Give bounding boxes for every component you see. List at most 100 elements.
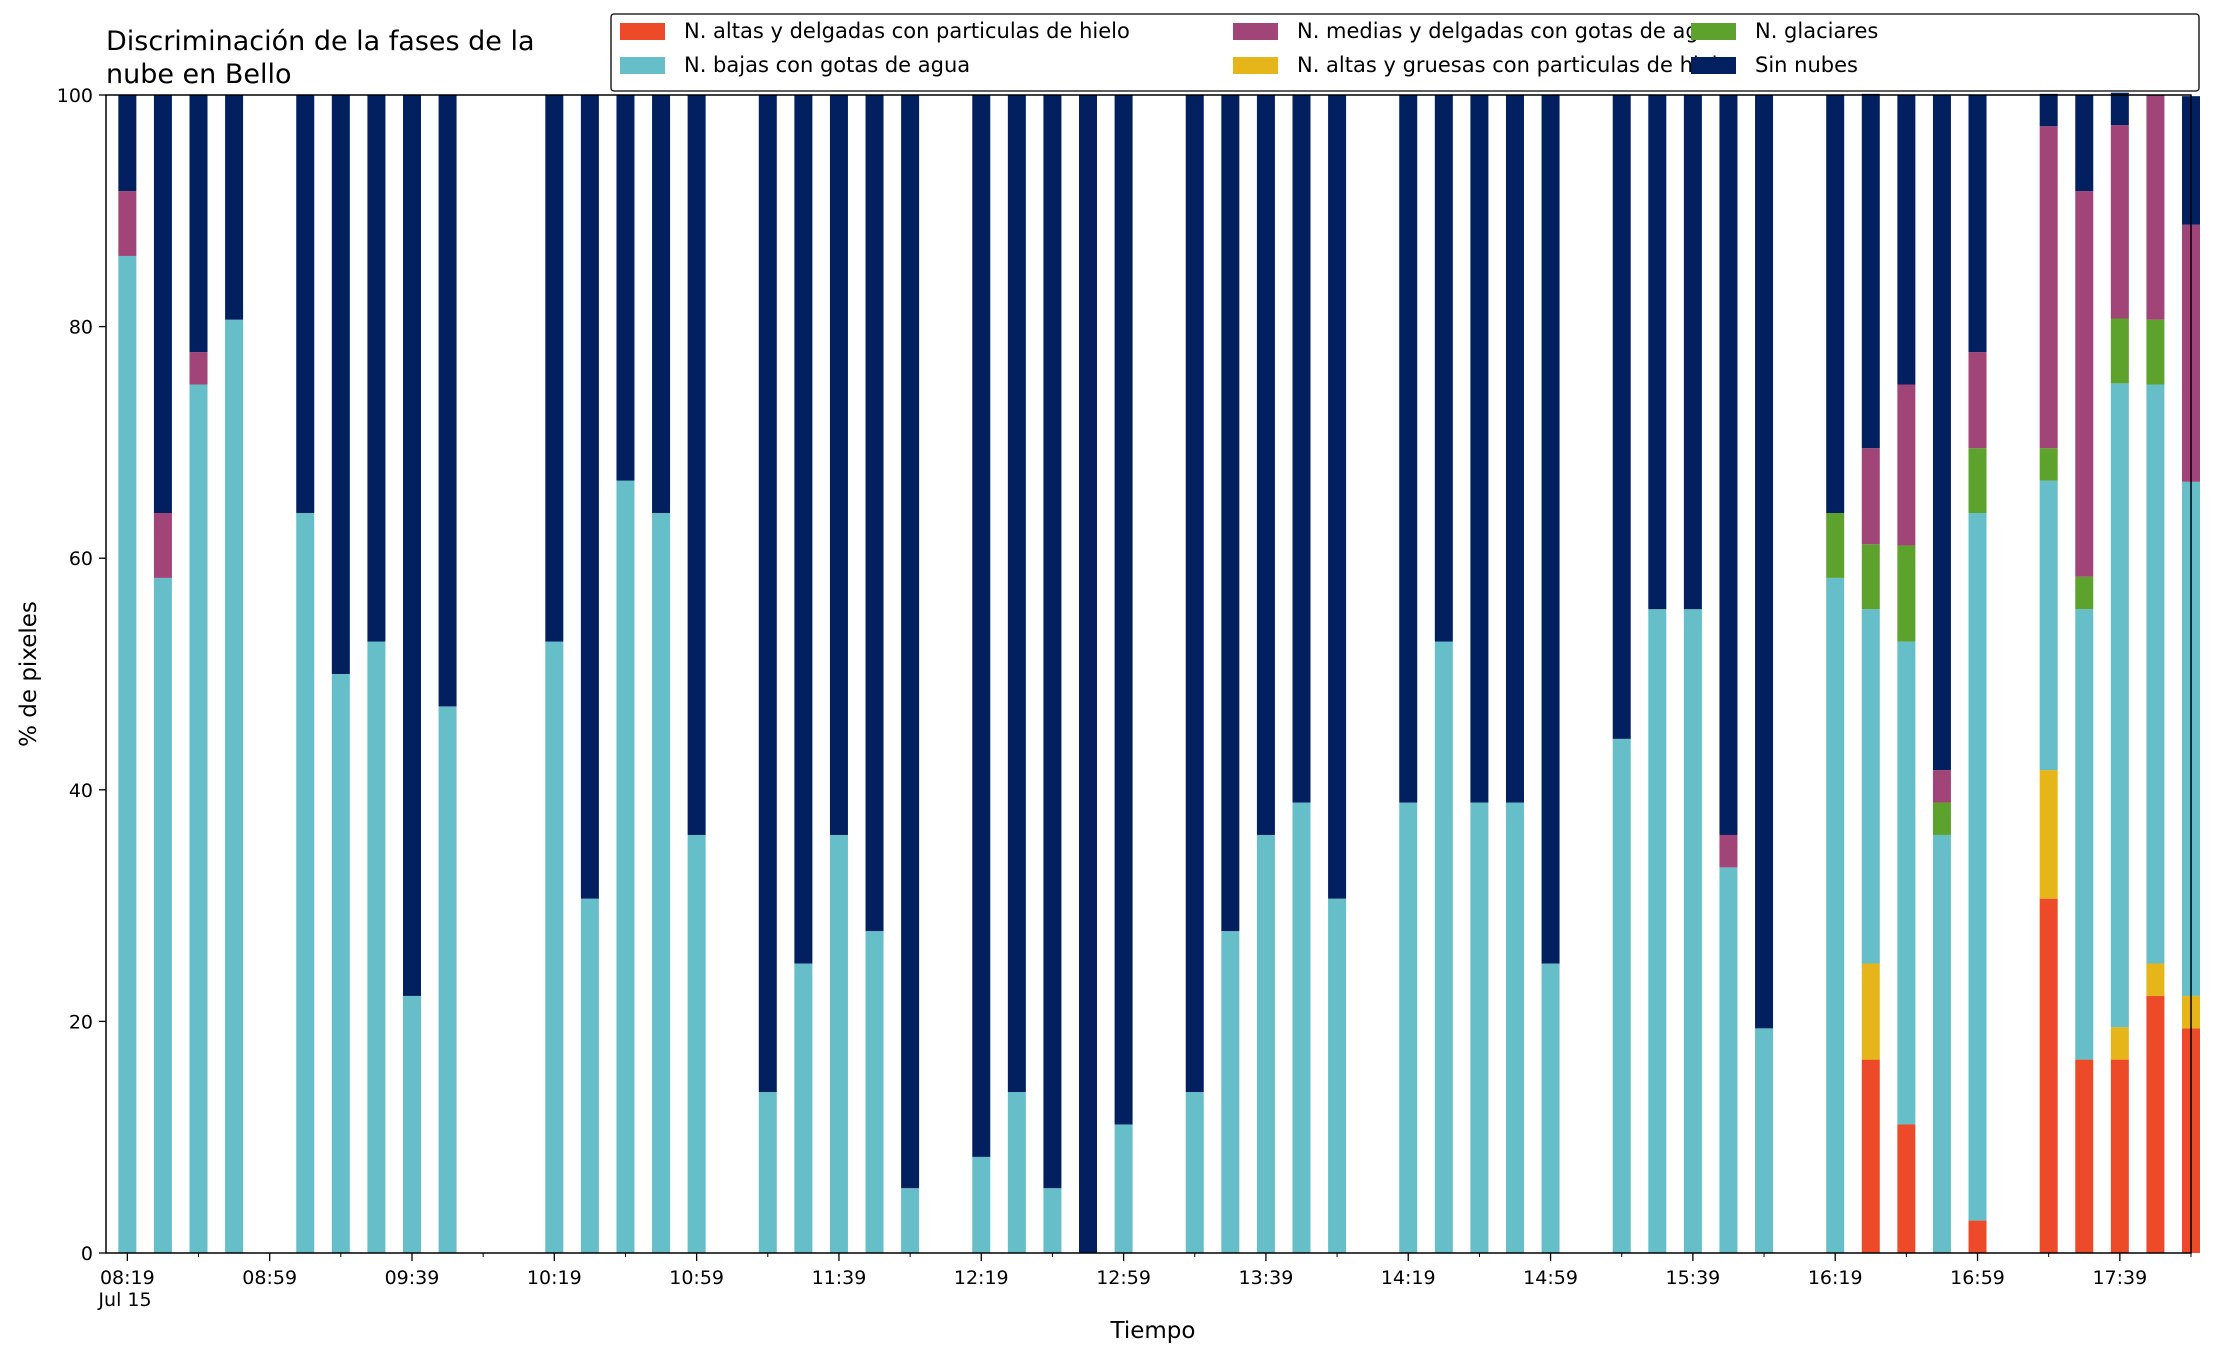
- bar-segment-1239-s2: [1043, 1188, 1062, 1253]
- legend-swatch-3: [1691, 23, 1736, 40]
- bar-segment-1219-s5: [972, 95, 991, 1157]
- x-date-label: Jul 15: [97, 1289, 151, 1311]
- bar-segment-1229-s5: [1007, 95, 1026, 1093]
- y-tick-label: 60: [69, 548, 93, 570]
- bar-segment-1419-s2: [1399, 802, 1418, 1253]
- bar-segment-0839-s5: [189, 95, 208, 353]
- bar-segment-1629-s2: [1861, 609, 1880, 964]
- bar-segment-1719-s0: [2039, 898, 2058, 1253]
- bar-segment-1749-s3: [2146, 319, 2165, 385]
- bar-segment-1629-s5: [1861, 93, 1880, 449]
- bar-segment-0819-s4: [118, 191, 137, 256]
- bar-segment-1619-s5: [1826, 95, 1845, 514]
- bar-segment-1549-s2: [1719, 867, 1738, 1253]
- bar-segment-1729-s4: [2075, 191, 2094, 577]
- bar-segment-1639-s4: [1897, 384, 1916, 546]
- x-tick-label: 14:59: [1523, 1267, 1578, 1289]
- legend-frame: [610, 13, 2200, 92]
- bar-segment-1619-s2: [1826, 577, 1845, 1253]
- bar-segment-0909-s2: [296, 513, 315, 1253]
- x-tick-label: 17:39: [2092, 1267, 2147, 1289]
- bar-segment-1529-s5: [1648, 95, 1667, 610]
- y-tick-label: 100: [57, 85, 93, 107]
- bar-segment-1339-s5: [1256, 95, 1275, 835]
- y-tick-label: 20: [69, 1011, 93, 1033]
- bar-segment-1629-s1: [1861, 963, 1880, 1060]
- bar-segment-0949-s5: [438, 95, 457, 707]
- bar-segment-1129-s5: [794, 95, 813, 964]
- bar-segment-1539-s5: [1683, 95, 1702, 610]
- bar-segment-1739-s1: [2110, 1027, 2129, 1060]
- bar-segment-1039-s5: [616, 95, 635, 481]
- x-tick-label: 12:19: [954, 1267, 1009, 1289]
- bar-segment-0829-s2: [153, 577, 172, 1253]
- bar-segment-1659-s2: [1968, 513, 1987, 1221]
- bar-segment-1039-s2: [616, 480, 635, 1253]
- bar-segment-1359-s2: [1328, 898, 1347, 1253]
- x-tick-label: 11:39: [812, 1267, 867, 1289]
- bar-segment-1349-s2: [1292, 802, 1311, 1253]
- bar-segment-1729-s5: [2075, 95, 2094, 192]
- bar-segment-1649-s4: [1932, 770, 1951, 803]
- bar-segment-1139-s5: [829, 95, 848, 835]
- bar-segment-0929-s5: [367, 95, 386, 642]
- y-tick-label: 80: [69, 317, 93, 339]
- legend-label-3: N. glaciares: [1755, 19, 1878, 43]
- bar-segment-0839-s2: [189, 384, 208, 1253]
- bar-segment-1459-s2: [1541, 963, 1560, 1253]
- bar-segment-1749-s2: [2146, 384, 2165, 964]
- bar-segment-1619-s3: [1826, 513, 1845, 578]
- x-tick-label: 09:39: [385, 1267, 440, 1289]
- bar-segment-1329-s5: [1221, 95, 1240, 932]
- bar-segment-1449-s2: [1505, 802, 1524, 1253]
- bar-segment-1149-s5: [865, 95, 884, 932]
- bar-segment-1219-s2: [972, 1156, 991, 1253]
- bar-segment-1749-s4: [2146, 95, 2165, 320]
- bar-segment-0949-s2: [438, 706, 457, 1253]
- bar-segment-1449-s5: [1505, 95, 1524, 803]
- bar-segment-1729-s2: [2075, 609, 2094, 1060]
- bar-segment-1059-s2: [687, 834, 706, 1253]
- bar-segment-1749-s1: [2146, 963, 2165, 996]
- bar-segment-1159-s2: [901, 1188, 920, 1253]
- bar-segment-1719-s4: [2039, 126, 2058, 449]
- bar-segment-0819-s2: [118, 255, 137, 1253]
- x-tick-label: 15:39: [1665, 1267, 1720, 1289]
- bar-segment-1119-s5: [758, 95, 777, 1093]
- bar-segment-0829-s5: [153, 95, 172, 514]
- bar-segment-1159-s5: [901, 95, 920, 1189]
- bar-segment-1629-s4: [1861, 448, 1880, 545]
- y-axis-label: % de pixeles: [16, 601, 42, 747]
- x-tick-label: 13:39: [1239, 1267, 1294, 1289]
- bar-segment-1359-s5: [1328, 95, 1347, 899]
- bar-segment-1029-s5: [580, 95, 599, 899]
- x-tick-label: 12:59: [1096, 1267, 1151, 1289]
- bar-segment-1259-s2: [1114, 1124, 1133, 1253]
- bar-segment-1549-s5: [1719, 95, 1738, 835]
- bar-segment-1729-s0: [2075, 1059, 2094, 1253]
- bar-segment-1719-s5: [2039, 93, 2058, 127]
- legend-label-2: N. bajas con gotas de agua: [684, 53, 970, 77]
- bar-segment-1349-s5: [1292, 95, 1311, 803]
- legend-label-1: N. altas y gruesas con particulas de hie…: [1297, 53, 1730, 77]
- bar-segment-1019-s2: [545, 641, 564, 1253]
- bar-segment-1529-s2: [1648, 609, 1667, 1253]
- bar-segment-1639-s5: [1897, 95, 1916, 385]
- bar-segment-1719-s3: [2039, 448, 2058, 481]
- bar-segment-1659-s5: [1968, 95, 1987, 353]
- y-tick-label: 40: [69, 780, 93, 802]
- bar-segment-1249-s5: [1079, 95, 1098, 1253]
- bar-segment-1139-s2: [829, 834, 848, 1253]
- bar-segment-1459-s5: [1541, 95, 1560, 964]
- x-tick-label: 08:19: [100, 1267, 155, 1289]
- bar-segment-1319-s5: [1185, 95, 1204, 1093]
- bar-segment-1049-s5: [652, 95, 671, 514]
- bar-segment-0919-s2: [331, 674, 350, 1253]
- bar-segment-1739-s2: [2110, 383, 2129, 1028]
- bar-segment-1739-s3: [2110, 318, 2129, 384]
- bar-segment-0929-s2: [367, 641, 386, 1253]
- legend-swatch-2: [620, 57, 665, 74]
- x-tick-label: 16:19: [1808, 1267, 1863, 1289]
- bar-segment-1649-s5: [1932, 95, 1951, 771]
- bar-segment-0919-s5: [331, 95, 350, 674]
